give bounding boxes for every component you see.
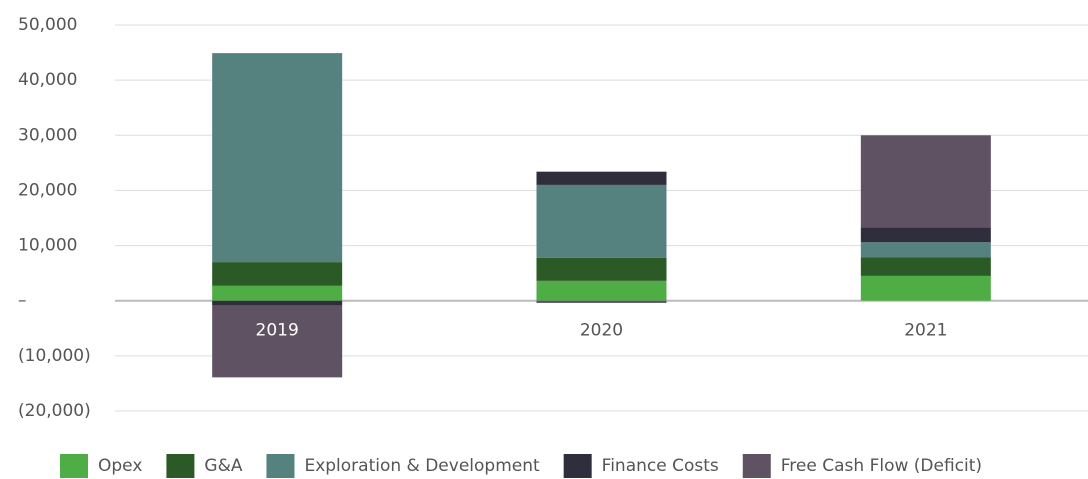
legend-label: G&A (204, 456, 242, 476)
y-tick-label: – (18, 291, 27, 311)
bar-segment (536, 171, 667, 185)
bar-segment (860, 257, 991, 276)
legend-swatch (166, 454, 195, 478)
legend-swatch (563, 454, 592, 478)
legend-swatch (266, 454, 295, 478)
bar-segment (860, 275, 991, 301)
x-tick-label: 2021 (904, 321, 947, 341)
bar-segment (860, 227, 991, 243)
bar-segment (536, 300, 667, 303)
legend-label: Exploration & Development (304, 456, 540, 476)
bar-segment (212, 262, 343, 286)
y-tick-label: 30,000 (18, 125, 77, 145)
legend-swatch (742, 454, 771, 478)
bar-segment (212, 53, 343, 263)
bar-segment (536, 280, 667, 301)
bar-segment (212, 285, 343, 301)
y-tick-label: 20,000 (18, 180, 77, 200)
y-tick-label: 40,000 (18, 70, 77, 90)
x-tick-label: 2019 (256, 321, 299, 341)
bar-segment (536, 257, 667, 281)
bar-segment (860, 135, 991, 228)
y-tick-label: (20,000) (18, 401, 91, 421)
legend-label: Free Cash Flow (Deficit) (781, 456, 982, 476)
legend-label: Opex (98, 456, 142, 476)
legend-label: Finance Costs (602, 456, 719, 476)
x-tick-label: 2020 (580, 321, 623, 341)
y-tick-label: (10,000) (18, 346, 91, 366)
bar-segment (212, 300, 343, 306)
y-tick-label: 50,000 (18, 15, 77, 35)
bar-segment (212, 305, 343, 378)
y-tick-label: 10,000 (18, 236, 77, 256)
bar-segment (536, 184, 667, 258)
legend-swatch (60, 454, 88, 478)
bar-segment (860, 242, 991, 258)
